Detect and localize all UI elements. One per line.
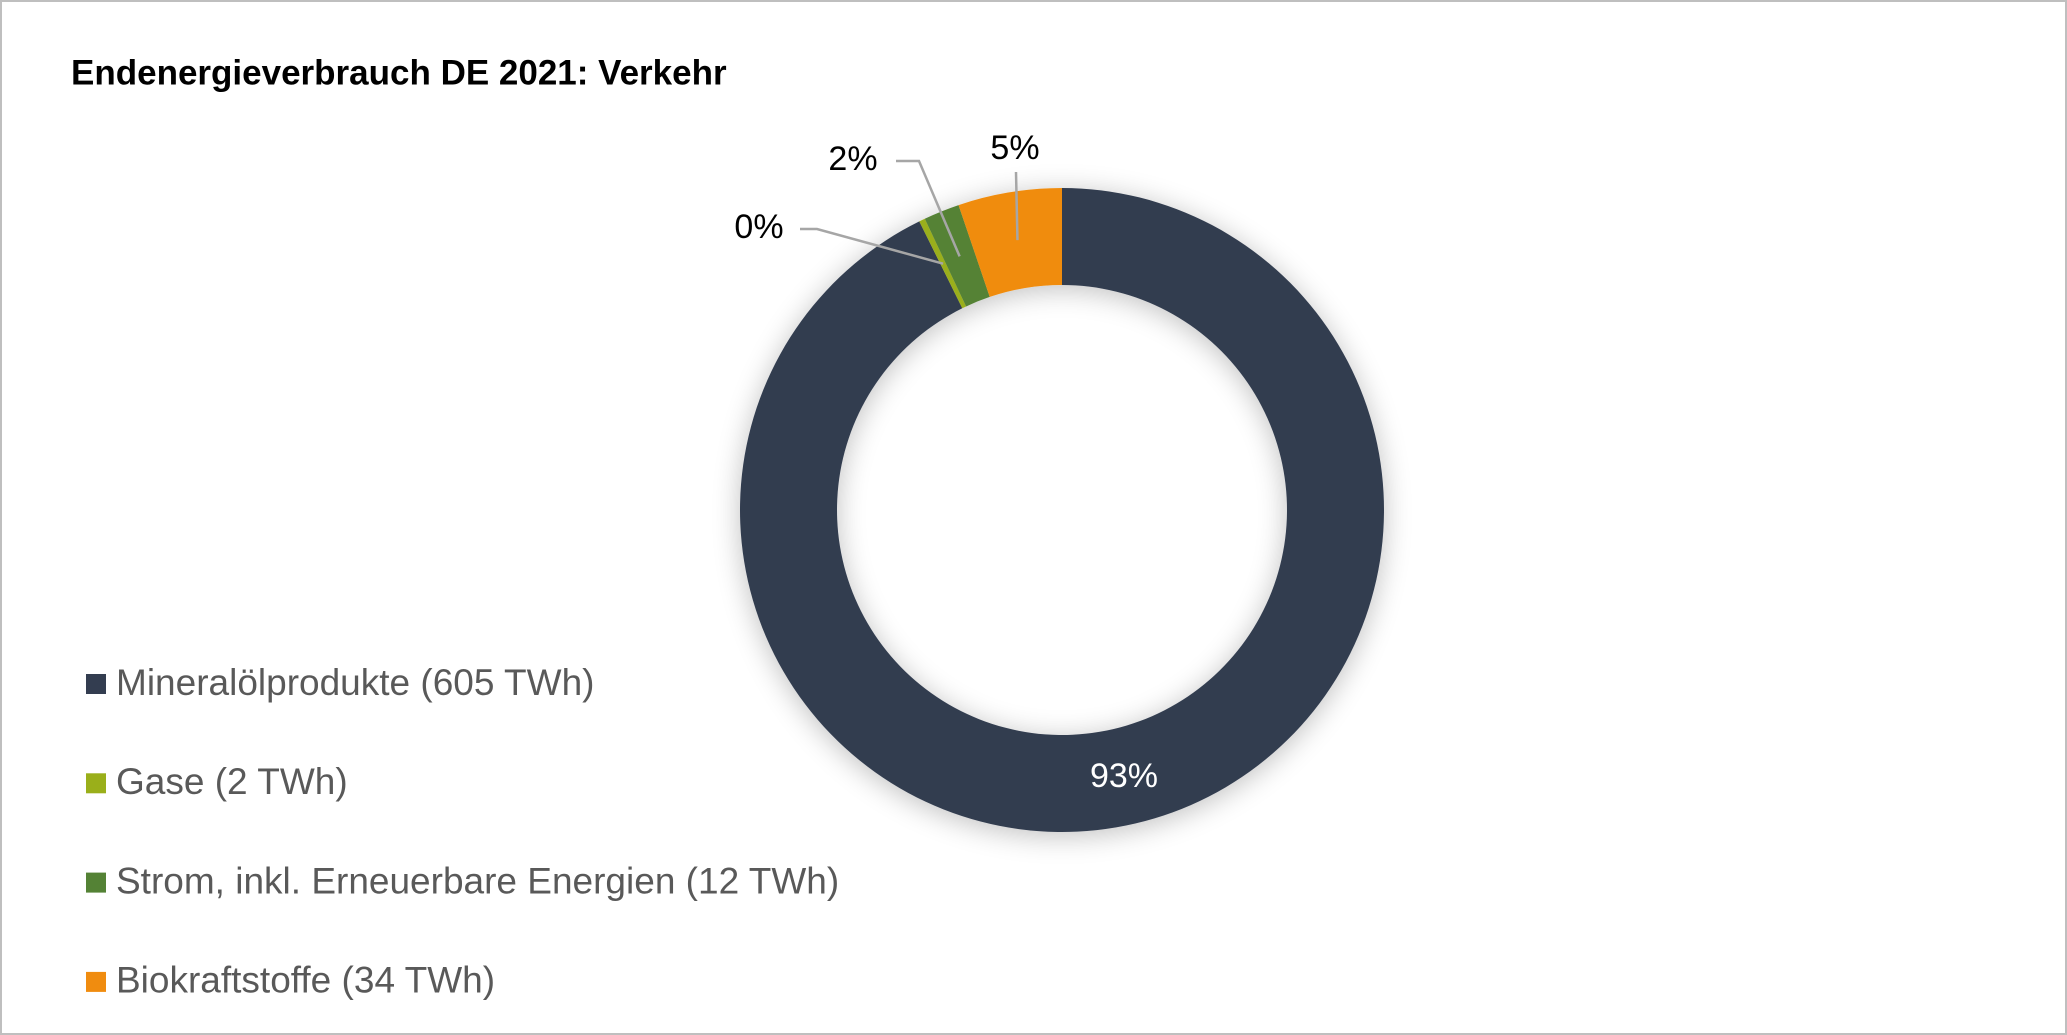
donut-slice (740, 188, 1385, 833)
donut (740, 188, 1385, 833)
legend-label: Strom, inkl. Erneuerbare Energien (12 TW… (116, 860, 839, 901)
legend-swatch (86, 872, 106, 893)
data-label: 0% (734, 208, 783, 246)
chart-title: Endenergieverbrauch DE 2021: Verkehr (71, 53, 727, 92)
data-label: 5% (990, 129, 1039, 167)
data-label: 2% (828, 140, 877, 178)
leader-line (800, 227, 944, 265)
leader-line (896, 159, 961, 257)
data-label: 93% (1090, 757, 1158, 795)
leader-line (1014, 171, 1019, 241)
legend-swatch (86, 674, 106, 694)
donut-slice (958, 188, 1062, 297)
legend-label: Biokraftstoffe (34 TWh) (116, 960, 495, 1001)
legend-label: Mineralölprodukte (605 TWh) (116, 662, 594, 703)
legend-label: Gase (2 TWh) (116, 761, 348, 802)
donut-slice (924, 205, 990, 307)
legend-swatch (86, 773, 106, 794)
legend-swatch (86, 971, 106, 992)
